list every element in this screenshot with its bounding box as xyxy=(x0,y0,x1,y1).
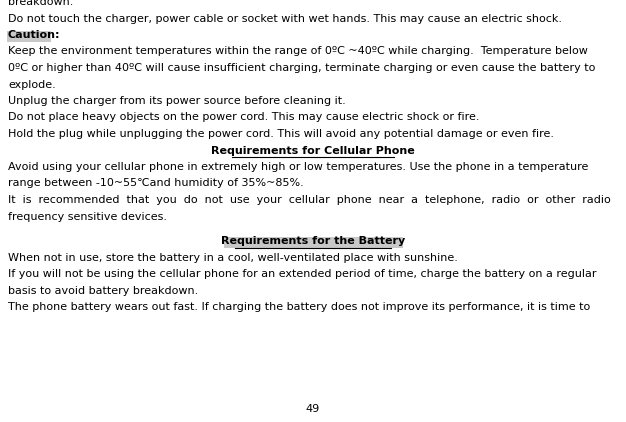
Text: Avoid using your cellular phone in extremely high or low temperatures. Use the p: Avoid using your cellular phone in extre… xyxy=(8,162,588,172)
Text: basis to avoid battery breakdown.: basis to avoid battery breakdown. xyxy=(8,286,198,296)
Text: Requirements for the Battery: Requirements for the Battery xyxy=(221,236,405,246)
Text: breakdown.: breakdown. xyxy=(8,0,73,7)
Text: Hold the plug while unplugging the power cord. This will avoid any potential dam: Hold the plug while unplugging the power… xyxy=(8,129,554,139)
Text: Requirements for Cellular Phone: Requirements for Cellular Phone xyxy=(211,146,415,155)
FancyBboxPatch shape xyxy=(7,31,51,42)
Text: Unplug the charger from its power source before cleaning it.: Unplug the charger from its power source… xyxy=(8,96,346,106)
Text: 49: 49 xyxy=(306,404,320,414)
Text: When not in use, store the battery in a cool, well-ventilated place with sunshin: When not in use, store the battery in a … xyxy=(8,253,458,263)
Text: Do not touch the charger, power cable or socket with wet hands. This may cause a: Do not touch the charger, power cable or… xyxy=(8,14,562,24)
Text: 0ºC or higher than 40ºC will cause insufficient charging, terminate charging or : 0ºC or higher than 40ºC will cause insuf… xyxy=(8,63,595,73)
Text: explode.: explode. xyxy=(8,79,56,89)
Text: It  is  recommended  that  you  do  not  use  your  cellular  phone  near  a  te: It is recommended that you do not use yo… xyxy=(8,195,611,205)
Text: range between -10~55℃and humidity of 35%~85%.: range between -10~55℃and humidity of 35%… xyxy=(8,179,304,189)
Text: If you will not be using the cellular phone for an extended period of time, char: If you will not be using the cellular ph… xyxy=(8,269,597,279)
FancyBboxPatch shape xyxy=(223,237,403,248)
Text: The phone battery wears out fast. If charging the battery does not improve its p: The phone battery wears out fast. If cha… xyxy=(8,302,590,312)
Text: frequency sensitive devices.: frequency sensitive devices. xyxy=(8,211,167,222)
Text: Do not place heavy objects on the power cord. This may cause electric shock or f: Do not place heavy objects on the power … xyxy=(8,113,480,122)
Text: Keep the environment temperatures within the range of 0ºC ~40ºC while charging. : Keep the environment temperatures within… xyxy=(8,46,588,57)
Text: Caution:: Caution: xyxy=(8,30,61,40)
